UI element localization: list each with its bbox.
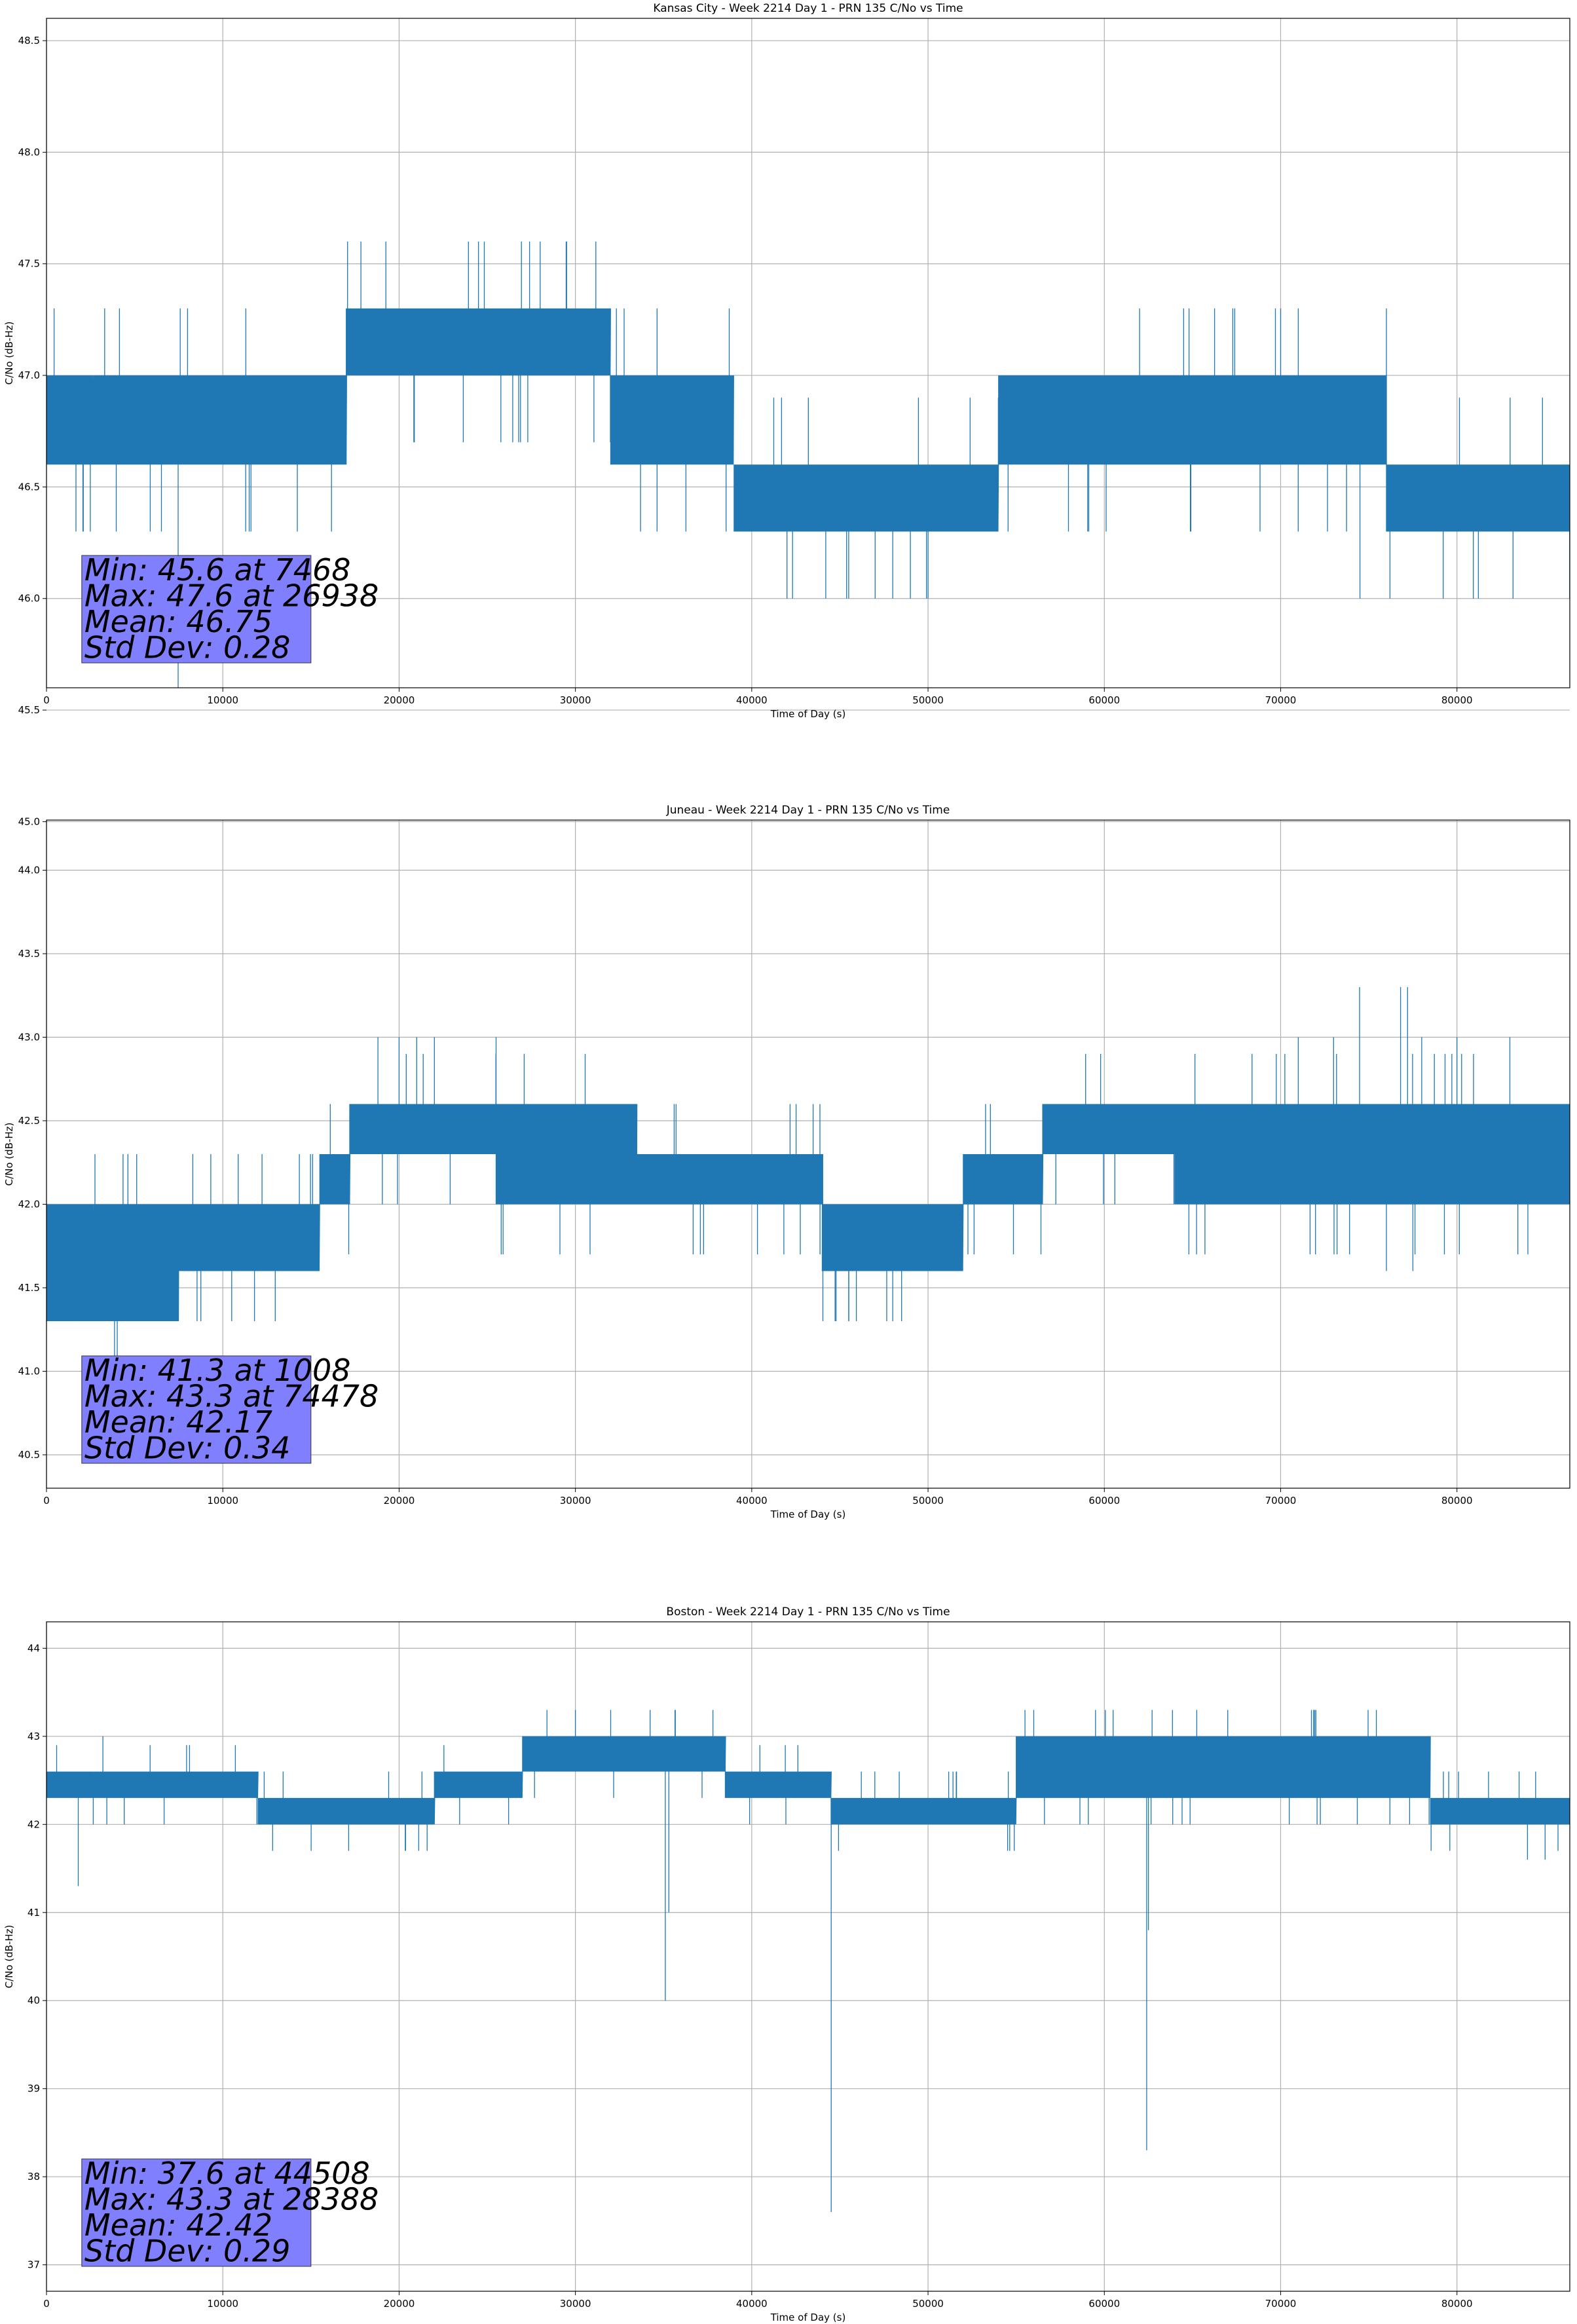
x-tick-label: 0: [43, 694, 50, 706]
chart-title: Kansas City - Week 2214 Day 1 - PRN 135 …: [653, 2, 963, 15]
x-tick-label: 30000: [560, 1495, 591, 1507]
cno-series-line: [46, 1710, 1570, 2212]
x-tick-label: 10000: [207, 1495, 238, 1507]
y-tick-label: 48.0: [18, 146, 40, 158]
stats-max: Max: 47.6 at 26938: [84, 578, 379, 614]
x-tick-label: 40000: [736, 2298, 768, 2310]
x-tick-label: 0: [43, 2298, 50, 2310]
y-tick-label: 45.0: [18, 815, 40, 827]
x-tick-label: 60000: [1088, 694, 1120, 706]
chart-title: Juneau - Week 2214 Day 1 - PRN 135 C/No …: [666, 804, 950, 817]
stats-std: Std Dev: 0.34: [84, 1431, 291, 1466]
x-tick-label: 60000: [1088, 2298, 1120, 2310]
y-tick-label: 42.5: [18, 1115, 40, 1127]
y-tick-label: 41.5: [18, 1282, 40, 1294]
x-tick-label: 20000: [384, 1495, 415, 1507]
y-tick-label: 43.5: [18, 948, 40, 960]
y-tick-label: 42: [28, 1818, 40, 1830]
chart-2: Boston - Week 2214 Day 1 - PRN 135 C/No …: [3, 1605, 1570, 2323]
stats-min: Min: 37.6 at 44508: [84, 2156, 370, 2191]
y-tick-label: 41.0: [18, 1366, 40, 1378]
x-tick-label: 40000: [736, 1495, 768, 1507]
y-tick-label: 40.5: [18, 1449, 40, 1461]
x-tick-label: 40000: [736, 694, 768, 706]
stats-std: Std Dev: 0.28: [84, 630, 291, 665]
y-tick-label: 38: [28, 2171, 40, 2183]
y-tick-label: 46.0: [18, 593, 40, 605]
x-axis-label: Time of Day (s): [770, 708, 846, 720]
cno-series-line: [46, 987, 1570, 1372]
y-tick-label: 43: [28, 1731, 40, 1742]
y-tick-label: 45.5: [18, 704, 40, 716]
y-tick-label: 48.5: [18, 35, 40, 47]
plot-frame: [46, 18, 1570, 688]
y-tick-label: 37: [28, 2259, 40, 2271]
y-tick-label: 40: [28, 1995, 40, 2006]
y-tick-label: 47.5: [18, 258, 40, 270]
y-tick-label: 47.0: [18, 369, 40, 381]
stats-box: [81, 555, 312, 664]
x-tick-label: 70000: [1265, 694, 1297, 706]
x-tick-label: 20000: [384, 694, 415, 706]
y-axis-label: C/No (dB-Hz): [3, 1925, 15, 1989]
x-tick-label: 30000: [560, 2298, 591, 2310]
x-tick-label: 70000: [1265, 1495, 1297, 1507]
stats-max: Max: 43.3 at 74478: [84, 1379, 379, 1414]
x-tick-label: 80000: [1441, 2298, 1473, 2310]
plot-frame: [46, 819, 1570, 1489]
x-tick-label: 50000: [912, 1495, 944, 1507]
stats-box: [81, 2158, 312, 2267]
x-tick-label: 80000: [1441, 694, 1473, 706]
plot-frame: [46, 1621, 1570, 2292]
x-tick-label: 70000: [1265, 2298, 1297, 2310]
y-tick-label: 41: [28, 1907, 40, 1919]
stats-mean: Mean: 46.75: [84, 604, 272, 639]
x-tick-label: 50000: [912, 2298, 944, 2310]
y-tick-label: 46.5: [18, 481, 40, 493]
x-axis-label: Time of Day (s): [770, 2312, 846, 2323]
x-tick-label: 80000: [1441, 1495, 1473, 1507]
y-axis-label: C/No (dB-Hz): [3, 1123, 15, 1186]
stats-mean: Mean: 42.17: [84, 1404, 272, 1440]
y-tick-label: 44: [28, 1642, 40, 1654]
y-tick-label: 42.0: [18, 1199, 40, 1210]
x-tick-label: 10000: [207, 694, 238, 706]
x-tick-label: 10000: [207, 2298, 238, 2310]
stats-min: Min: 45.6 at 7468: [84, 552, 351, 588]
stats-max: Max: 43.3 at 28388: [84, 2182, 379, 2217]
y-tick-label: 39: [28, 2083, 40, 2095]
chart-0: Kansas City - Week 2214 Day 1 - PRN 135 …: [3, 2, 1570, 827]
stats-box: [81, 1355, 312, 1464]
stats-std: Std Dev: 0.29: [84, 2234, 291, 2269]
chart-title: Boston - Week 2214 Day 1 - PRN 135 C/No …: [666, 1605, 950, 1619]
y-axis-label: C/No (dB-Hz): [3, 322, 15, 385]
stats-min: Min: 41.3 at 1008: [84, 1353, 351, 1388]
x-axis-label: Time of Day (s): [770, 1509, 846, 1520]
x-tick-label: 30000: [560, 694, 591, 706]
x-tick-label: 0: [43, 1495, 50, 1507]
x-tick-label: 60000: [1088, 1495, 1120, 1507]
chart-1: Juneau - Week 2214 Day 1 - PRN 135 C/No …: [3, 804, 1570, 1520]
y-tick-label: 43.0: [18, 1032, 40, 1043]
stats-mean: Mean: 42.42: [84, 2207, 272, 2243]
cno-series-line: [46, 241, 1570, 688]
y-tick-label: 44.0: [18, 865, 40, 876]
x-tick-label: 20000: [384, 2298, 415, 2310]
x-tick-label: 50000: [912, 694, 944, 706]
